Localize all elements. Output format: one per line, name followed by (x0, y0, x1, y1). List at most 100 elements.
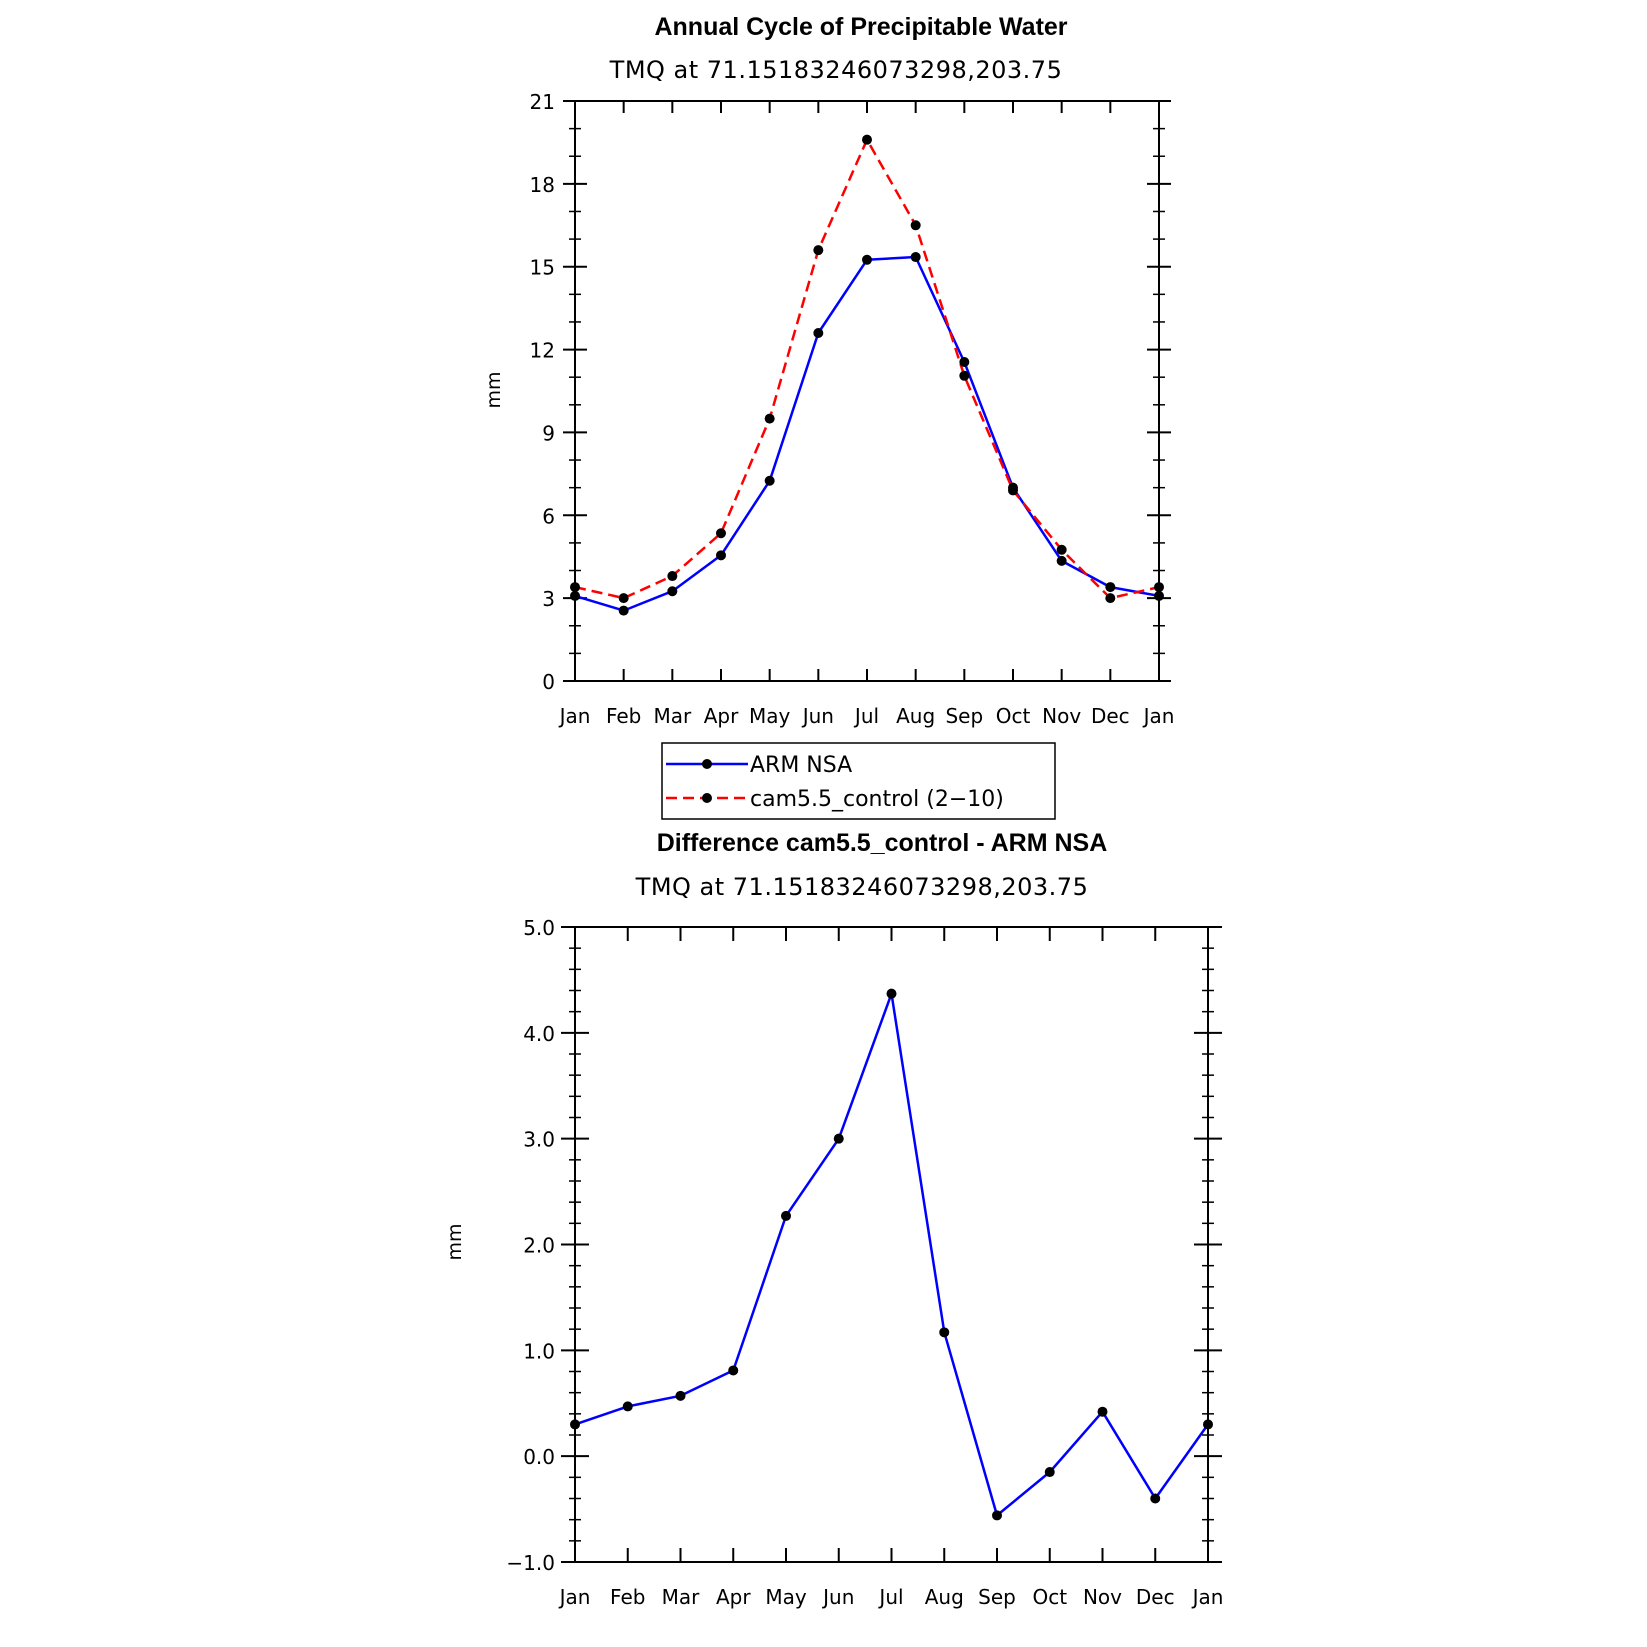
series-1-point (862, 134, 872, 145)
series-0-point (1203, 1419, 1213, 1430)
series-0-point (959, 357, 970, 367)
y-tick-label: −1.0 (506, 1551, 555, 1575)
x-tick-label: Aug (896, 704, 935, 728)
series-1-point (764, 413, 775, 424)
series-0-point (862, 254, 872, 265)
x-tick-label: Apr (716, 1585, 751, 1609)
x-tick-label: Mar (662, 1585, 701, 1609)
series-0-point (1150, 1493, 1161, 1504)
panel1-series (570, 134, 1164, 616)
y-tick-label: 6 (542, 504, 555, 528)
x-tick-label: Dec (1091, 704, 1130, 728)
panel2-subtitle: TMQ at 71.15183246073298,203.75 (635, 873, 1089, 901)
x-tick-label: Jan (558, 1585, 591, 1609)
legend-label-arm-nsa: ARM NSA (750, 753, 852, 778)
panel1-y-axis-label: mm (483, 371, 505, 408)
x-tick-label: Jan (1191, 1585, 1224, 1609)
series-line-0 (574, 255, 1160, 612)
legend-entry-cam55-control: cam5.5_control (2−10) (666, 787, 1004, 812)
y-tick-label: 21 (530, 90, 555, 114)
y-tick-label: 3.0 (523, 1128, 555, 1152)
series-0-point (570, 1419, 580, 1430)
series-0-point (1105, 582, 1116, 593)
legend: ARM NSA cam5.5_control (2−10) (661, 742, 1056, 820)
series-0-point (667, 586, 678, 597)
series-0-point (1097, 1406, 1108, 1417)
series-0-point (781, 1210, 791, 1221)
legend-label-cam55-control: cam5.5_control (2−10) (750, 787, 1004, 812)
panel2-title: Difference cam5.5_control - ARM NSA (657, 829, 1108, 857)
x-tick-label: Jul (853, 704, 879, 728)
x-tick-label: May (749, 704, 791, 728)
x-tick-label: Oct (1032, 1585, 1067, 1609)
x-tick-label: Jan (1142, 704, 1175, 728)
panel1-title: Annual Cycle of Precipitable Water (654, 13, 1067, 41)
x-tick-label: Nov (1042, 704, 1081, 728)
difference-panel: Difference cam5.5_control - ARM NSA TMQ … (444, 829, 1223, 1609)
annual-cycle-panel: Annual Cycle of Precipitable Water TMQ a… (483, 13, 1174, 728)
y-tick-label: 2.0 (523, 1234, 555, 1258)
series-1-point (959, 370, 970, 381)
plot-frame (574, 926, 1209, 1563)
x-tick-label: Oct (996, 704, 1031, 728)
panel1-subtitle: TMQ at 71.15183246073298,203.75 (609, 56, 1063, 84)
x-tick-label: Feb (610, 1585, 645, 1609)
panel1-axes: Jan Feb Mar Apr May Jun Jul Aug Sep Oct Nov Dec Jan0… (530, 90, 1175, 728)
series-0-point (813, 328, 824, 338)
x-tick-label: Sep (945, 704, 983, 728)
series-0-point (675, 1390, 686, 1401)
series-1-point (1105, 593, 1116, 604)
legend-marker-arm-nsa (702, 759, 712, 769)
y-tick-label: 15 (530, 256, 555, 280)
x-tick-label: Aug (925, 1585, 964, 1609)
series-0-point (570, 590, 580, 601)
y-tick-label: 0.0 (523, 1445, 555, 1469)
y-tick-label: 4.0 (523, 1022, 555, 1046)
x-tick-label: Apr (704, 704, 739, 728)
series-0-point (1154, 590, 1164, 601)
legend-entry-arm-nsa: ARM NSA (666, 753, 852, 778)
series-1-point (1008, 485, 1018, 496)
x-tick-label: May (765, 1585, 807, 1609)
series-1-point (716, 528, 726, 539)
series-line-0 (574, 992, 1210, 1517)
series-0-point (992, 1510, 1002, 1521)
series-1-point (618, 593, 629, 604)
series-1-point (1154, 582, 1164, 593)
x-tick-label: Jun (821, 1585, 854, 1609)
series-0-point (764, 475, 775, 486)
series-1-point (813, 245, 824, 256)
series-line-1 (574, 138, 1160, 600)
panel2-series (570, 988, 1213, 1521)
series-0-point (1056, 555, 1067, 566)
series-1-point (1056, 544, 1067, 555)
series-0-point (728, 1365, 739, 1376)
series-0-point (618, 605, 629, 616)
x-tick-label: Dec (1136, 1585, 1175, 1609)
y-tick-label: 18 (530, 173, 555, 197)
x-tick-label: Jul (877, 1585, 903, 1609)
series-1-point (667, 571, 678, 582)
panel2-axes: Jan Feb Mar Apr May Jun Jul Aug Sep Oct Nov Dec Jan−… (506, 916, 1223, 1609)
y-tick-label: 0 (542, 670, 555, 694)
series-0-point (833, 1133, 844, 1144)
series-0-point (622, 1401, 633, 1412)
legend-box (661, 742, 1056, 820)
y-tick-label: 12 (530, 339, 555, 363)
y-tick-label: 1.0 (523, 1339, 555, 1363)
x-tick-label: Jun (801, 704, 834, 728)
series-1-point (570, 582, 580, 593)
x-tick-label: Feb (606, 704, 641, 728)
x-tick-label: Sep (978, 1585, 1016, 1609)
x-tick-label: Mar (653, 704, 692, 728)
series-0-point (886, 988, 897, 999)
legend-marker-cam55-control (702, 793, 712, 803)
series-0-point (716, 550, 726, 561)
series-0-point (910, 252, 921, 263)
series-1-point (910, 220, 921, 231)
series-0-point (939, 1327, 950, 1338)
y-tick-label: 3 (542, 587, 555, 611)
y-tick-label: 9 (542, 421, 555, 445)
y-tick-label: 5.0 (523, 916, 555, 940)
